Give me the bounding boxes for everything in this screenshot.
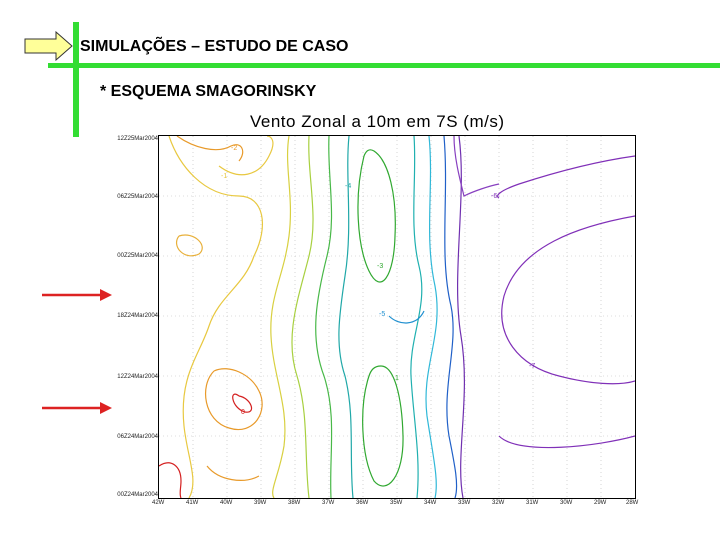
x-tick-label: 28W <box>626 500 639 506</box>
y-tick-label: 00Z24Mar2004 <box>117 492 158 498</box>
contour-plot: -2 -1 -4 -5 -3 -6 -7 0 1 <box>158 135 636 499</box>
x-tick-label: 41W <box>186 500 199 506</box>
contour-label: -5 <box>379 311 385 318</box>
x-tick-label: 31W <box>526 500 539 506</box>
slide-subtitle: * ESQUEMA SMAGORINSKY <box>100 83 317 100</box>
y-tick-label: 00Z25Mar2004 <box>117 253 158 259</box>
x-tick-label: 37W <box>322 500 335 506</box>
x-tick-label: 34W <box>424 500 437 506</box>
x-tick-label: 33W <box>458 500 471 506</box>
y-tick-label: 12Z24Mar2004 <box>117 374 158 380</box>
x-tick-label: 35W <box>390 500 403 506</box>
y-tick-label: 06Z25Mar2004 <box>117 194 158 200</box>
x-tick-label: 32W <box>492 500 505 506</box>
contour-label: -7 <box>529 363 535 370</box>
x-tick-label: 38W <box>288 500 301 506</box>
accent-vertical-bar <box>73 22 79 137</box>
x-tick-label: 36W <box>356 500 369 506</box>
contour-label: -4 <box>345 183 351 190</box>
accent-horizontal-bar <box>48 63 720 68</box>
contour-label: 0 <box>241 409 245 416</box>
x-tick-label: 39W <box>254 500 267 506</box>
y-tick-label: 12Z25Mar2004 <box>117 136 158 142</box>
slide-title: SIMULAÇÕES – ESTUDO DE CASO <box>80 38 349 55</box>
contour-label: -6 <box>491 193 497 200</box>
contour-label: 1 <box>395 375 399 382</box>
red-arrow-icon <box>42 289 112 301</box>
red-arrow-icon <box>42 402 112 414</box>
contour-label: -2 <box>231 145 237 152</box>
contour-plot-canvas: -2 -1 -4 -5 -3 -6 -7 0 1 <box>158 135 636 499</box>
contour-label: -3 <box>377 263 383 270</box>
contour-label: -1 <box>221 173 227 180</box>
title-arrow-icon <box>24 31 73 61</box>
x-tick-label: 29W <box>594 500 607 506</box>
x-tick-label: 42W <box>152 500 165 506</box>
y-tick-label: 06Z24Mar2004 <box>117 434 158 440</box>
x-tick-label: 30W <box>560 500 573 506</box>
x-tick-label: 40W <box>220 500 233 506</box>
y-tick-label: 18Z24Mar2004 <box>117 313 158 319</box>
figure-title: Vento Zonal a 10m em 7S (m/s) <box>250 112 505 131</box>
